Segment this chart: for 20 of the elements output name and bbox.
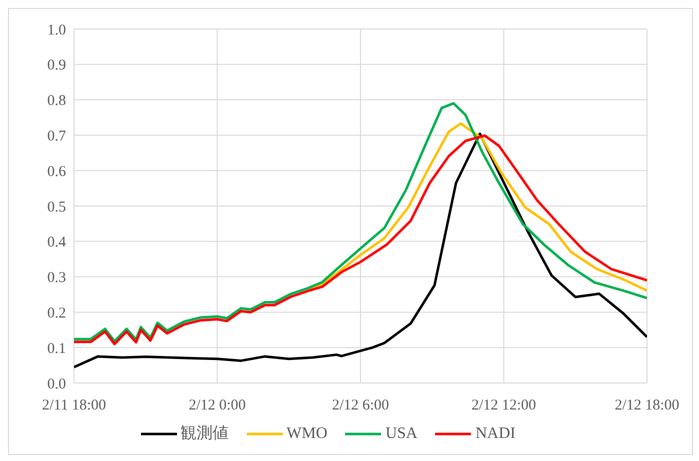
y-tick-label: 0.7 bbox=[47, 128, 66, 145]
x-tick-label: 2/12 18:00 bbox=[614, 398, 680, 414]
x-tick-label: 2/12 0:00 bbox=[188, 398, 246, 414]
y-tick-label: 0.6 bbox=[47, 164, 66, 180]
y-tick-label: 0.8 bbox=[47, 93, 66, 110]
y-tick-label: 0.1 bbox=[47, 340, 66, 357]
y-tick-label: 0.9 bbox=[47, 58, 66, 74]
x-tick-label: 2/11 18:00 bbox=[42, 398, 106, 414]
y-tick-label: 0.3 bbox=[47, 270, 66, 286]
legend-label: 観測値 bbox=[180, 424, 229, 444]
y-tick-label: 0.2 bbox=[47, 306, 66, 322]
x-tick-label: 2/12 12:00 bbox=[471, 398, 536, 414]
legend-label: USA bbox=[385, 424, 418, 442]
y-tick-label: 0.4 bbox=[47, 234, 66, 251]
y-tick-label: 1.0 bbox=[47, 22, 66, 38]
y-tick-label: 0.0 bbox=[47, 376, 66, 392]
x-tick-label: 2/12 6:00 bbox=[332, 398, 390, 414]
legend-label: NADI bbox=[475, 424, 516, 442]
y-tick-label: 0.5 bbox=[47, 199, 66, 216]
legend-label: WMO bbox=[286, 424, 328, 442]
